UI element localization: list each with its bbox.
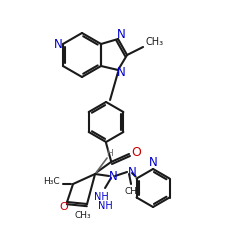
Text: N: N (54, 38, 62, 51)
Text: N: N (149, 156, 158, 170)
Text: H: H (106, 148, 112, 158)
Text: N: N (128, 166, 136, 178)
Text: NH: NH (98, 201, 112, 211)
Text: CH₃: CH₃ (146, 37, 164, 47)
Text: N: N (117, 28, 126, 42)
Text: O: O (131, 146, 141, 160)
Text: CH₃: CH₃ (125, 188, 141, 196)
Text: O: O (60, 202, 68, 212)
Text: NH: NH (94, 192, 108, 202)
Text: N: N (109, 170, 118, 182)
Text: CH₃: CH₃ (75, 212, 91, 220)
Text: N: N (117, 66, 126, 80)
Text: H₃C: H₃C (43, 178, 59, 186)
